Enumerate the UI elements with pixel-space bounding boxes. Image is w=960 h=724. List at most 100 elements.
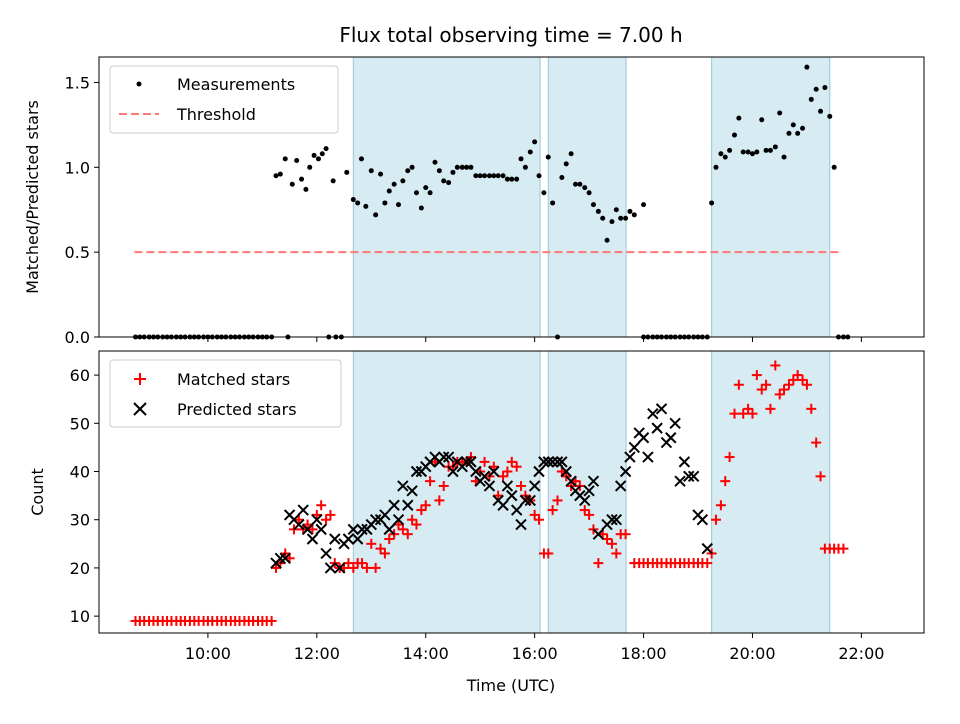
predicted-star-point (356, 523, 368, 536)
top-shaded-intervals (352, 56, 831, 338)
measurement-point (536, 173, 542, 179)
predicted-star-point (587, 475, 600, 487)
measurement-point (363, 203, 369, 209)
x-tick-label: 18:00 (620, 644, 666, 663)
measurement-point (827, 113, 833, 119)
top-y-ticks: 0.0 0.5 1.0 1.5 (65, 73, 99, 347)
matched-star-point (547, 505, 558, 516)
measurement-point (400, 178, 406, 184)
matched-star-point (488, 461, 499, 472)
predicted-star-point (579, 494, 591, 507)
predicted-star-point (583, 485, 595, 497)
x-tick-label: 10:00 (185, 644, 231, 663)
predicted-star-point (515, 518, 527, 531)
legend-matched-marker (134, 373, 146, 385)
matched-star-point (529, 509, 540, 520)
matched-star-point (702, 558, 713, 569)
matched-star-point (747, 408, 758, 419)
matched-star-point (393, 519, 404, 530)
predicted-star-point (501, 480, 514, 492)
bottom-shaded-interval (711, 350, 831, 634)
x-axis-label: Time (UTC) (466, 676, 555, 695)
predicted-star-point (538, 456, 550, 468)
matched-star-point (434, 495, 445, 506)
chart-title: Flux total observing time = 7.00 h (339, 23, 682, 47)
matched-star-point (715, 500, 726, 511)
predicted-star-point (329, 533, 341, 545)
measurement-point (718, 151, 724, 157)
bottom-y-tick-label: 50 (70, 414, 90, 433)
top-y-tick-label: 1.0 (65, 158, 90, 177)
matched-star-point (770, 360, 781, 371)
measurement-point (754, 149, 760, 155)
bottom-y-ticks: 10 20 30 40 50 60 (70, 366, 99, 626)
measurement-point (294, 158, 300, 164)
matched-star-point (801, 379, 812, 390)
predicted-star-point (696, 514, 709, 526)
predicted-star-point (655, 403, 668, 415)
matched-star-point (425, 476, 436, 487)
predicted-star-point (437, 451, 450, 463)
measurement-point (563, 161, 569, 167)
predicted-star-point (592, 528, 605, 540)
bottom-legend: Matched stars Predicted stars (109, 359, 342, 428)
matched-star-point (420, 500, 431, 511)
predicted-star-point (510, 504, 523, 516)
top-legend-box (109, 65, 339, 134)
measurement-point (627, 208, 633, 214)
predicted-star-point (347, 523, 360, 536)
predicted-star-point (320, 547, 332, 560)
measurement-point (436, 168, 442, 174)
bottom-y-axis-label: Count (28, 468, 47, 516)
measurement-point (623, 215, 629, 221)
measurement-point (459, 164, 465, 170)
predicted-star-point (465, 456, 477, 468)
measurement-point (450, 169, 456, 175)
x-tick-label: 20:00 (729, 644, 775, 663)
predicted-star-point (379, 509, 391, 521)
predicted-star-point (460, 456, 473, 468)
predicted-star-point (628, 441, 641, 454)
matched-star-point (357, 558, 368, 569)
measurement-point (572, 181, 578, 187)
matched-star-point (375, 543, 386, 554)
matched-star-point (511, 461, 522, 472)
matched-star-point (402, 529, 413, 540)
matched-star-point (743, 403, 754, 414)
measurement-point (772, 144, 778, 150)
matched-star-point (325, 509, 336, 520)
predicted-star-point (351, 533, 364, 545)
measurement-point (368, 168, 374, 174)
matched-star-point (815, 471, 826, 482)
top-shaded-interval (547, 56, 627, 338)
measurement-point (804, 64, 810, 70)
matched-star-point (738, 408, 749, 419)
matched-star-point (552, 495, 563, 506)
matched-star-point (502, 466, 513, 477)
measurement-point (736, 115, 742, 121)
legend-measurements-label: Measurements (177, 75, 295, 94)
matched-star-point (343, 558, 354, 569)
predicted-star-point (324, 562, 337, 574)
measurement-point (441, 178, 447, 184)
bottom-y-tick-label: 40 (70, 463, 90, 482)
predicted-star-point (392, 514, 405, 526)
bottom-shaded-interval (352, 350, 541, 634)
predicted-star-point (406, 485, 418, 497)
predicted-star-point (556, 456, 568, 468)
matched-star-point (733, 379, 744, 390)
x-tick-label: 22:00 (838, 644, 884, 663)
measurement-point (473, 173, 479, 179)
matched-star-point (438, 480, 449, 491)
measurement-point (413, 190, 419, 196)
matched-stars-series (130, 360, 849, 626)
measurement-point (468, 164, 474, 170)
matched-star-point (302, 519, 313, 530)
matched-star-point (384, 534, 395, 544)
measurement-point (319, 151, 325, 157)
predicted-star-point (528, 480, 541, 492)
measurement-point (330, 178, 336, 184)
predicted-star-point (610, 514, 623, 526)
measurement-point (541, 190, 547, 196)
matched-star-point (756, 384, 767, 395)
